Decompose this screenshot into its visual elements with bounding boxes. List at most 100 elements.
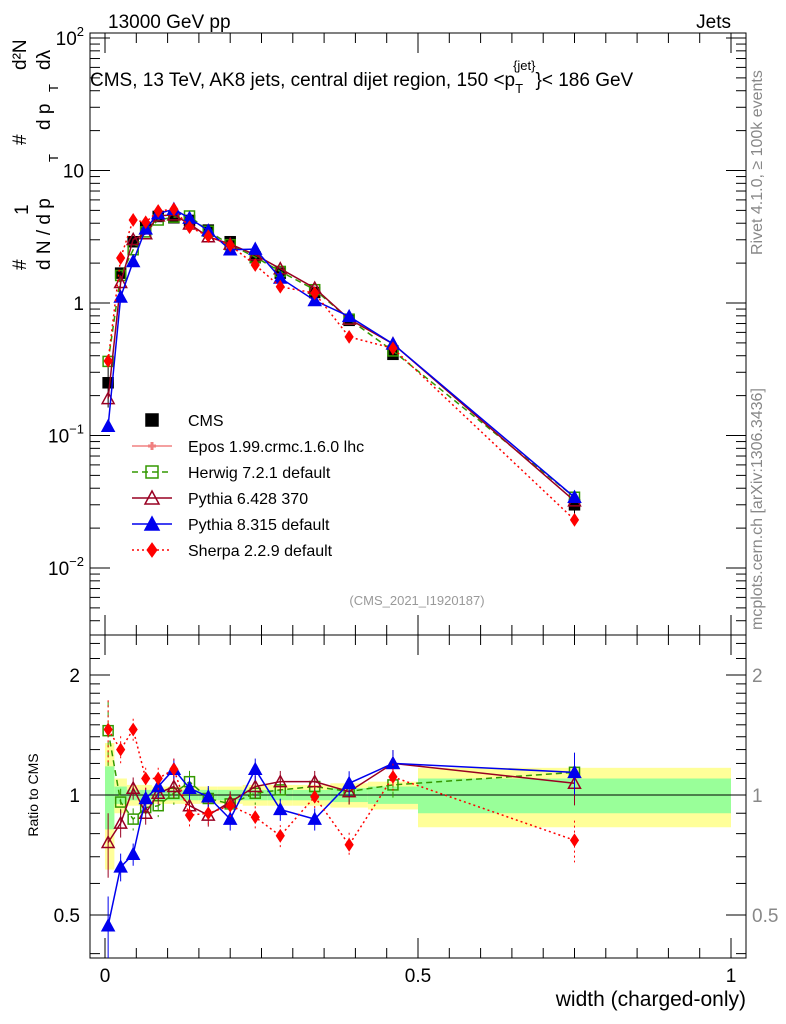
legend-label: CMS	[188, 413, 224, 430]
pythia6-ratio-point	[247, 778, 263, 793]
y-tick-label: 10−2	[48, 554, 84, 580]
svg-text:dλ: dλ	[34, 49, 55, 70]
sherpa-point	[128, 213, 138, 227]
sherpa-ratio-point	[153, 771, 163, 786]
pythia8-point	[100, 418, 116, 432]
herwig-ratio-point	[114, 796, 127, 808]
ratio-y-tick-label: 2	[69, 666, 80, 687]
pythia8-ratio-point	[567, 764, 582, 779]
sherpa-point	[169, 202, 179, 217]
legend-label: Sherpa 2.2.9 default	[188, 543, 333, 560]
pythia6-ratio-point	[273, 774, 288, 788]
sherpa-ratio-point	[169, 762, 179, 777]
pythia8-ratio-point	[100, 918, 116, 932]
sherpa-ratio-point	[203, 806, 213, 821]
herwig-ratio-point	[127, 813, 139, 825]
pythia8-point	[307, 292, 322, 307]
ratio-y-label: Ratio to CMS	[25, 753, 41, 836]
y-tick-label: 10	[63, 162, 84, 183]
sherpa-point	[250, 258, 260, 272]
sherpa-ratio-point	[344, 837, 354, 852]
sherpa-ratio-point	[116, 742, 126, 757]
sherpa-point	[153, 204, 163, 218]
pythia6-point	[113, 274, 128, 289]
y-tick-label: 10−1	[48, 422, 84, 448]
pythia8-ratio-point	[385, 755, 401, 770]
pythia8-ratio-point	[182, 780, 197, 794]
svg-text:d N / d p: d N / d p	[34, 198, 55, 270]
ratio-y-tick-label-right: 0.5	[752, 906, 778, 927]
pythia6-ratio-point	[113, 815, 128, 829]
pythia8-ratio-point	[273, 801, 288, 816]
sherpa-point	[569, 512, 580, 527]
pythia8-point	[113, 289, 128, 303]
ratio-y-tick-label-right: 2	[752, 666, 763, 687]
sherpa-ratio-point	[569, 833, 580, 848]
pythia6-ratio-point	[341, 784, 357, 798]
pythia6-line	[107, 214, 575, 502]
legend-label: Herwig 7.2.1 default	[188, 465, 331, 482]
header-left: 13000 GeV pp	[108, 12, 231, 33]
pythia8-ratio-point	[113, 859, 128, 873]
mcplots-label: mcplots.cern.ch [arXiv:1306.3436]	[749, 388, 766, 630]
sherpa-ratio-point	[250, 810, 260, 825]
svg-text:#: #	[10, 259, 31, 270]
pythia6-ratio-point	[150, 785, 166, 800]
y-tick-label: 102	[56, 24, 84, 50]
pythia8-point	[341, 308, 357, 323]
legend-label: Pythia 6.428 370	[188, 491, 308, 508]
pythia8-ratio-point	[138, 790, 153, 805]
legend-label: Epos 1.99.crmc.1.6.0 lhc	[188, 439, 364, 456]
sherpa-line	[107, 208, 576, 521]
y-tick-label: 1	[73, 294, 84, 315]
legend-label: Pythia 8.315 default	[188, 517, 330, 534]
sherpa-point	[203, 229, 213, 244]
legend-marker-herwig	[145, 465, 159, 479]
ratio-y-tick-label: 0.5	[54, 906, 80, 927]
sherpa-ratio-point	[388, 770, 398, 784]
analysis-id: (CMS_2021_I1920187)	[349, 593, 484, 608]
x-axis-label: width (charged-only)	[555, 988, 746, 1011]
sherpa-point	[103, 354, 113, 368]
sherpa-point	[275, 279, 285, 294]
svg-text:T: T	[46, 154, 61, 162]
sherpa-point	[344, 329, 354, 344]
ratio-y-tick-label-right: 1	[752, 786, 763, 807]
pythia6-ratio-point	[166, 778, 182, 793]
ratio-y-tick-label: 1	[69, 786, 80, 807]
pythia8-point	[125, 253, 141, 268]
rivet-label: Rivet 4.1.0, ≥ 100k events	[749, 70, 766, 255]
pythia8-point	[247, 241, 263, 255]
herwig-ratio-line	[107, 730, 575, 821]
sherpa-ratio-point	[184, 808, 195, 823]
pythia6-ratio-point	[125, 780, 141, 794]
y-axis-label: # 1 d N / d p T # d²N d p T dλ	[10, 39, 61, 270]
legend-entry: Herwig 7.2.1 default	[132, 465, 331, 482]
legend-entry: Epos 1.99.crmc.1.6.0 lhc	[132, 439, 364, 456]
pythia8-ratio-point	[341, 775, 357, 790]
pythia8-ratio-point	[307, 811, 322, 825]
legend-marker-pythia6	[143, 489, 161, 505]
svg-text:1: 1	[12, 204, 33, 215]
pythia8-ratio-point	[222, 811, 238, 825]
sherpa-ratio-point	[275, 828, 285, 843]
cms-data-point	[102, 377, 114, 389]
sherpa-ratio-point	[103, 722, 113, 737]
pythia8-ratio-point	[150, 778, 166, 793]
x-tick-label: 1	[726, 966, 737, 987]
pythia6-ratio-point	[100, 834, 116, 849]
legend-marker-pythia8	[143, 515, 161, 531]
legend-marker-cms	[145, 413, 159, 427]
sherpa-point	[388, 341, 398, 356]
sherpa-point	[184, 220, 195, 235]
sherpa-ratio-point	[310, 789, 320, 804]
svg-text:#: #	[10, 134, 31, 145]
pythia8-ratio-point	[247, 761, 263, 776]
pythia8-point	[567, 489, 582, 503]
pythia8-ratio-point	[201, 789, 216, 803]
plot-title: CMS, 13 TeV, AK8 jets, central dijet reg…	[90, 58, 634, 96]
svg-text:T: T	[46, 84, 61, 92]
svg-text:d p: d p	[34, 104, 55, 130]
sherpa-ratio-point	[225, 798, 235, 813]
